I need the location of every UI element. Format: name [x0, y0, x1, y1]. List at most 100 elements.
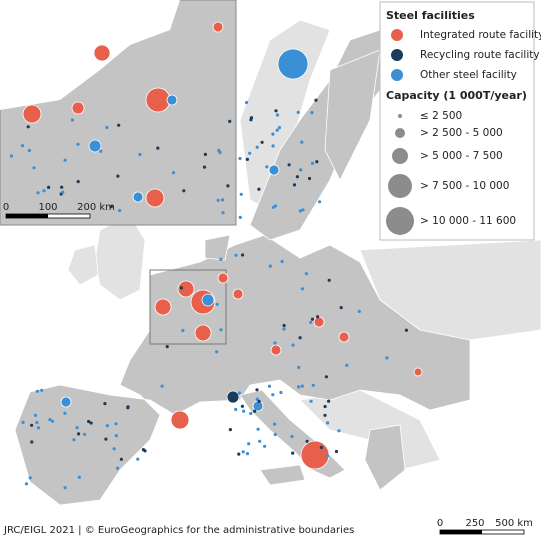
facility — [277, 126, 281, 130]
facility — [314, 98, 318, 102]
facility — [228, 428, 232, 432]
facility — [260, 140, 264, 144]
facility — [313, 316, 325, 328]
facility — [226, 390, 240, 404]
facility — [326, 454, 330, 458]
facility — [217, 272, 229, 284]
facility — [327, 278, 331, 282]
land — [14, 234, 471, 506]
facility — [265, 165, 269, 169]
facility — [75, 426, 79, 430]
facility — [50, 419, 55, 423]
facility — [404, 328, 408, 332]
facility — [217, 148, 221, 152]
facility — [271, 144, 275, 148]
land — [67, 244, 99, 286]
facility — [245, 452, 250, 456]
facility — [33, 413, 38, 417]
facility — [28, 476, 32, 480]
facility — [298, 209, 302, 213]
facility — [27, 148, 31, 153]
facility — [297, 385, 301, 389]
facility — [273, 422, 277, 426]
facility — [141, 448, 145, 452]
facility — [160, 384, 164, 388]
facility — [60, 185, 64, 189]
facility — [24, 482, 29, 486]
facility — [282, 327, 286, 331]
facility — [357, 309, 361, 313]
facility — [234, 253, 238, 257]
facility — [48, 418, 52, 422]
facility — [270, 344, 282, 356]
legend-label: > 7 500 - 10 000 — [420, 180, 509, 192]
legend-label: ≤ 2 500 — [420, 110, 462, 122]
facility — [9, 154, 14, 158]
facility — [271, 393, 275, 397]
facility — [219, 328, 223, 332]
facility — [202, 165, 207, 169]
facility — [316, 315, 320, 319]
facility — [70, 118, 74, 122]
facility — [248, 151, 252, 155]
scale-label: 0 — [3, 202, 9, 213]
facility — [273, 432, 277, 437]
facility — [385, 356, 389, 360]
facility — [275, 128, 279, 132]
facility — [138, 152, 142, 157]
facility — [105, 125, 109, 130]
facility — [132, 191, 144, 203]
facility — [166, 94, 178, 106]
facility — [239, 192, 243, 196]
main-scale: 0 250 500 km — [437, 518, 533, 535]
facility — [36, 426, 41, 430]
facility — [114, 422, 118, 426]
land — [259, 464, 306, 486]
facility — [255, 388, 259, 392]
facility — [275, 113, 280, 117]
facility — [304, 272, 308, 276]
facility — [238, 215, 242, 219]
facility — [290, 434, 294, 439]
facility — [291, 451, 295, 455]
legend-title: Steel facilities — [386, 9, 475, 22]
facility — [237, 391, 241, 395]
facility — [255, 145, 259, 149]
facility — [117, 123, 121, 127]
inset-scale: 0 100 200 km — [3, 202, 115, 219]
facility — [268, 264, 272, 268]
facility — [145, 87, 171, 113]
facility — [263, 444, 267, 448]
land — [364, 424, 406, 491]
legend-label: Recycling route facility — [420, 49, 540, 61]
facility — [297, 365, 301, 369]
facility — [219, 257, 223, 261]
facility — [145, 188, 165, 208]
facility — [21, 420, 25, 424]
facility — [279, 390, 283, 395]
facility — [77, 432, 81, 436]
facility — [267, 384, 272, 388]
facility — [99, 149, 103, 153]
facility — [309, 320, 313, 324]
facility — [245, 157, 249, 161]
facility — [273, 341, 277, 345]
legend-label: > 10 000 - 11 600 — [420, 215, 516, 227]
legend-label: > 5 000 - 7 500 — [420, 150, 503, 162]
facility — [226, 184, 230, 188]
facility — [324, 375, 328, 379]
scale-label: 500 km — [495, 518, 533, 529]
scale-label: 200 km — [77, 202, 115, 213]
facility — [170, 410, 190, 430]
legend: Steel facilities Capacity (1 000T/year) … — [379, 1, 541, 241]
facility — [171, 171, 176, 175]
sea — [0, 0, 180, 110]
facility — [32, 166, 36, 170]
facility — [83, 432, 87, 436]
legend-size — [395, 128, 405, 138]
facility — [287, 163, 291, 167]
facility — [201, 293, 215, 307]
facility — [112, 447, 116, 451]
facility — [216, 198, 220, 202]
